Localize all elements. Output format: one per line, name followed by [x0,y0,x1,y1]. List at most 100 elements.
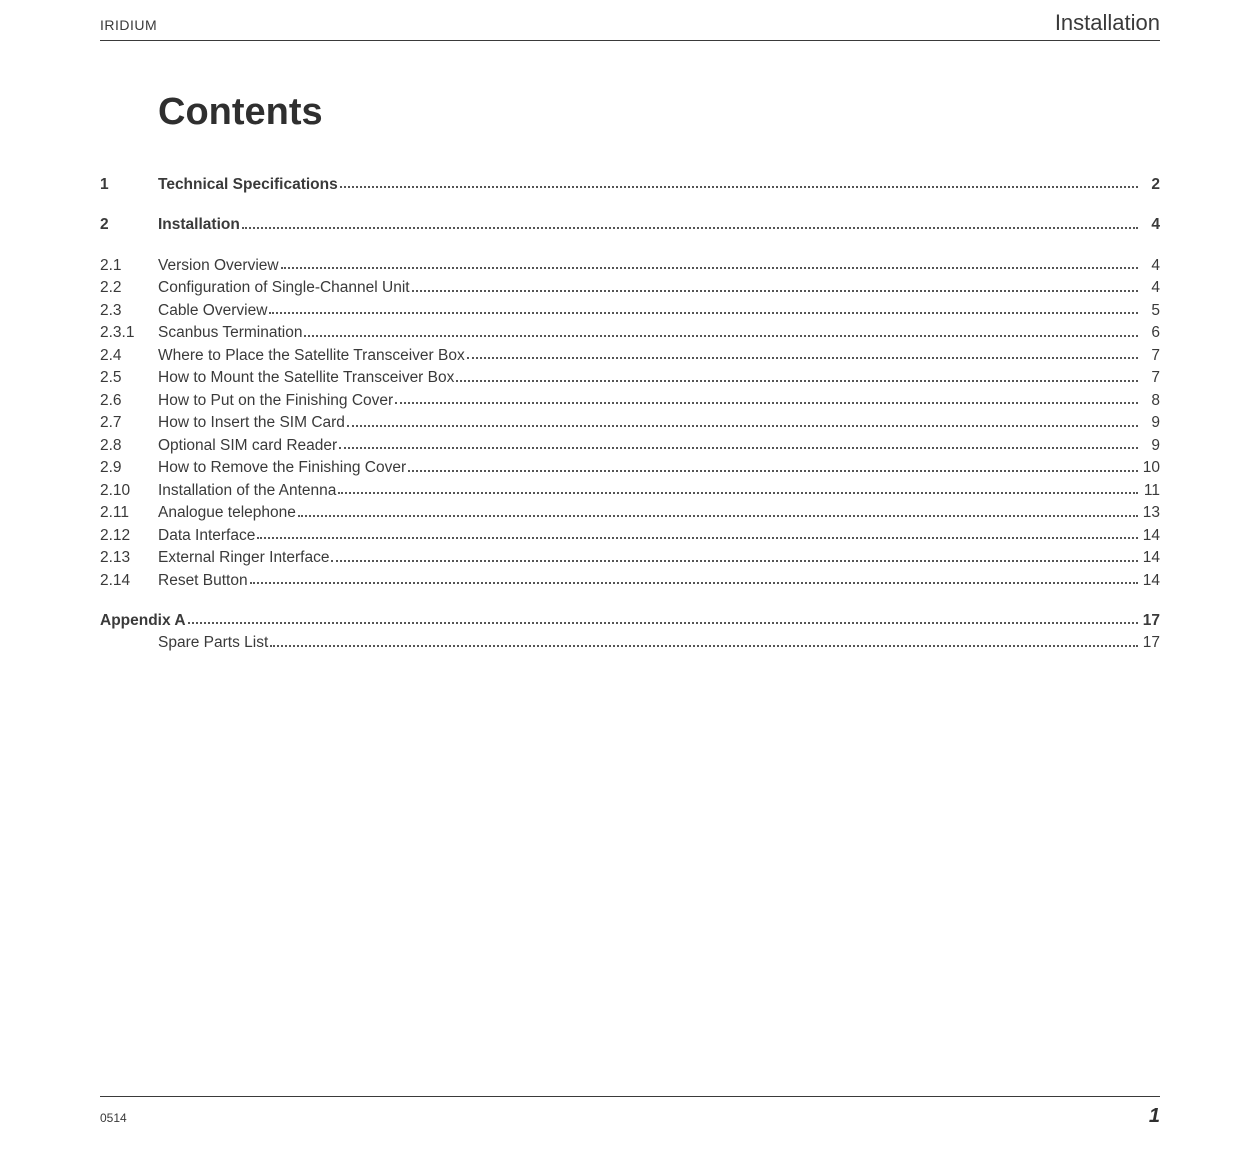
table-of-contents: 1Technical Specifications22Installation4… [100,174,1160,655]
footer-code: 0514 [100,1111,127,1125]
toc-leader-dots [339,447,1138,449]
toc-label: Technical Specifications [158,174,338,196]
toc-page: 14 [1140,570,1160,592]
toc-page: 7 [1140,367,1160,389]
toc-label: Installation of the Antenna [158,480,336,502]
toc-leader-dots [250,582,1138,584]
toc-entry[interactable]: 2.10Installation of the Antenna 11 [100,480,1160,502]
toc-number: 2.7 [100,412,158,434]
toc-leader-dots [281,267,1138,269]
toc-page: 10 [1140,457,1160,479]
toc-gap [100,237,1160,255]
toc-number: 2.5 [100,367,158,389]
toc-number: 2.9 [100,457,158,479]
toc-leader-dots [331,560,1138,562]
toc-entry[interactable]: 2.4Where to Place the Satellite Transcei… [100,345,1160,367]
toc-leader-dots [412,290,1138,292]
toc-entry[interactable]: 2.7How to Insert the SIM Card 9 [100,412,1160,434]
toc-label: Installation [158,214,240,236]
toc-entry[interactable]: 2.3Cable Overview 5 [100,300,1160,322]
toc-page: 11 [1140,480,1160,502]
toc-page: 4 [1140,255,1160,277]
toc-entry[interactable]: 2.9How to Remove the Finishing Cover 10 [100,457,1160,479]
page-footer: 0514 1 [100,1096,1160,1128]
toc-label: How to Put on the Finishing Cover [158,390,393,412]
toc-page: 6 [1140,322,1160,344]
toc-label: Scanbus Termination [158,322,302,344]
toc-leader-dots [347,425,1138,427]
toc-label: Data Interface [158,525,255,547]
toc-page: 8 [1140,390,1160,412]
toc-entry[interactable]: Appendix A17 [100,610,1160,632]
toc-leader-dots [242,227,1138,229]
toc-page: 9 [1140,412,1160,434]
toc-number: 2.8 [100,435,158,457]
toc-entry[interactable]: 2.8Optional SIM card Reader 9 [100,435,1160,457]
toc-number: 2.3.1 [100,322,158,344]
toc-label: External Ringer Interface [158,547,329,569]
toc-number: 2 [100,214,158,236]
toc-number: 2.10 [100,480,158,502]
toc-number: 2.3 [100,300,158,322]
toc-page: 4 [1140,214,1160,236]
toc-leader-dots [467,357,1138,359]
header-right: Installation [1055,10,1160,36]
footer-page-number: 1 [1149,1105,1160,1128]
toc-entry[interactable]: 2.2Configuration of Single-Channel Unit 4 [100,277,1160,299]
toc-leader-dots [298,515,1138,517]
toc-label: Configuration of Single-Channel Unit [158,277,410,299]
toc-number: 2.12 [100,525,158,547]
toc-entry[interactable]: 2.11Analogue telephone 13 [100,502,1160,524]
toc-leader-dots [395,402,1138,404]
toc-entry[interactable]: 2Installation 4 [100,214,1160,236]
toc-page: 14 [1140,547,1160,569]
toc-label: Optional SIM card Reader [158,435,337,457]
toc-gap [100,592,1160,610]
toc-page: 4 [1140,277,1160,299]
toc-leader-dots [456,380,1138,382]
toc-entry[interactable]: 2.13External Ringer Interface 14 [100,547,1160,569]
toc-page: 7 [1140,345,1160,367]
toc-label: Cable Overview [158,300,267,322]
toc-entry[interactable]: 2.14Reset Button 14 [100,570,1160,592]
toc-entry[interactable]: 2.6How to Put on the Finishing Cover 8 [100,390,1160,412]
toc-leader-dots [338,492,1138,494]
toc-label: How to Insert the SIM Card [158,412,345,434]
contents-title: Contents [158,91,1160,134]
toc-number: 1 [100,174,158,196]
toc-leader-dots [340,186,1138,188]
toc-label: Spare Parts List [158,632,268,654]
toc-label: Reset Button [158,570,248,592]
toc-number: 2.6 [100,390,158,412]
toc-label: Appendix A [100,610,186,632]
toc-entry[interactable]: 2.12Data Interface 14 [100,525,1160,547]
toc-entry[interactable]: 2.3.1Scanbus Termination 6 [100,322,1160,344]
toc-entry[interactable]: Spare Parts List 17 [100,632,1160,654]
toc-leader-dots [257,537,1138,539]
toc-label: How to Mount the Satellite Transceiver B… [158,367,454,389]
toc-label: How to Remove the Finishing Cover [158,457,406,479]
toc-page: 9 [1140,435,1160,457]
page: IRIDIUM Installation Contents 1Technical… [0,0,1240,655]
toc-page: 17 [1140,632,1160,654]
toc-number: 2.11 [100,502,158,524]
toc-page: 13 [1140,502,1160,524]
toc-gap [100,196,1160,214]
toc-leader-dots [304,335,1138,337]
toc-leader-dots [270,645,1138,647]
toc-number: 2.14 [100,570,158,592]
toc-label: Analogue telephone [158,502,296,524]
toc-entry[interactable]: 1Technical Specifications 2 [100,174,1160,196]
page-header: IRIDIUM Installation [100,10,1160,41]
toc-label: Where to Place the Satellite Transceiver… [158,345,465,367]
toc-page: 14 [1140,525,1160,547]
toc-page: 2 [1140,174,1160,196]
toc-leader-dots [188,622,1138,624]
toc-label: Version Overview [158,255,279,277]
toc-number: 2.4 [100,345,158,367]
toc-page: 5 [1140,300,1160,322]
toc-number: 2.2 [100,277,158,299]
toc-entry[interactable]: 2.5How to Mount the Satellite Transceive… [100,367,1160,389]
toc-entry[interactable]: 2.1Version Overview4 [100,255,1160,277]
toc-number: 2.13 [100,547,158,569]
